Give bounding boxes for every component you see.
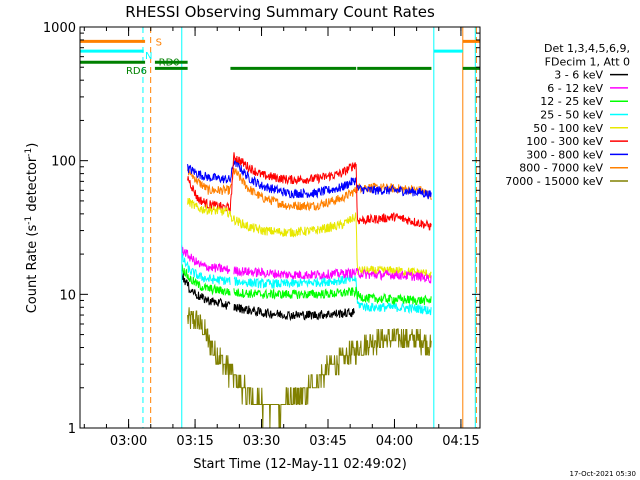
series-line-7000-15000-kev xyxy=(187,307,432,428)
y-axis-label-exponent: -1 xyxy=(24,216,34,225)
status-label-rd0: RD0 xyxy=(159,57,180,68)
y-tick-label: 100 xyxy=(51,155,76,170)
y-axis-label-exponent-2: -1 xyxy=(24,148,34,157)
status-label-rd6: RD6 xyxy=(126,66,147,77)
plot-marks xyxy=(80,27,480,428)
y-axis-label-main: Count Rate (s xyxy=(25,225,40,314)
chart-title: RHESSI Observing Summary Count Rates xyxy=(125,3,435,21)
legend-header: Det 1,3,4,5,6,9, xyxy=(544,42,630,55)
legend-label: 3 - 6 keV xyxy=(554,69,603,82)
status-label-s: S xyxy=(156,37,162,48)
y-axis-label-close: ) xyxy=(25,143,40,148)
x-axis-label: Start Time (12-May-11 02:49:02) xyxy=(193,457,407,472)
legend-label: 12 - 25 keV xyxy=(540,95,603,108)
legend-header: FDecim 1, Att 0 xyxy=(545,55,630,68)
legend-label: 25 - 50 keV xyxy=(540,109,603,122)
y-axis-label: Count Rate (s-1 detector-1) xyxy=(24,143,40,314)
series-line-12-25-kev xyxy=(181,264,432,306)
legend-label: 800 - 7000 keV xyxy=(519,162,603,175)
legend-label: 7000 - 15000 keV xyxy=(505,175,603,188)
footer-timestamp: 17-Oct-2021 05:30 xyxy=(570,470,636,478)
y-tick-label: 1 xyxy=(68,422,76,437)
x-tick-label: 03:30 xyxy=(243,434,280,449)
plot-area: SN RD6 RD0 1 10 100 1000 03:00 03:15 03:30 03:45 04… xyxy=(43,21,481,449)
legend-label: 100 - 300 keV xyxy=(526,135,603,148)
y-tick-label: 10 xyxy=(59,288,76,303)
series-line-50-100-kev xyxy=(187,197,432,279)
series-line-3-6-kev xyxy=(181,273,355,322)
series-line-300-800-kev xyxy=(187,158,432,200)
series-line-25-50-kev xyxy=(181,253,432,316)
y-tick-label: 1000 xyxy=(43,21,76,36)
status-label-n: N xyxy=(145,51,152,62)
legend: Det 1,3,4,5,6,9,FDecim 1, Att 03 - 6 keV… xyxy=(505,42,630,188)
x-tick-label: 04:15 xyxy=(442,434,479,449)
series-line-100-300-kev xyxy=(187,152,432,231)
y-axis-label-mid: detector xyxy=(25,156,40,216)
legend-label: 50 - 100 keV xyxy=(533,122,603,135)
series-line-6-12-kev xyxy=(181,245,432,284)
x-tick-label: 03:15 xyxy=(176,434,213,449)
x-tick-label: 04:00 xyxy=(376,434,413,449)
plot-frame xyxy=(79,26,481,429)
x-tick-label: 03:45 xyxy=(309,434,346,449)
legend-label: 300 - 800 keV xyxy=(526,148,603,161)
legend-label: 6 - 12 keV xyxy=(547,82,603,95)
x-tick-label: 03:00 xyxy=(110,434,147,449)
